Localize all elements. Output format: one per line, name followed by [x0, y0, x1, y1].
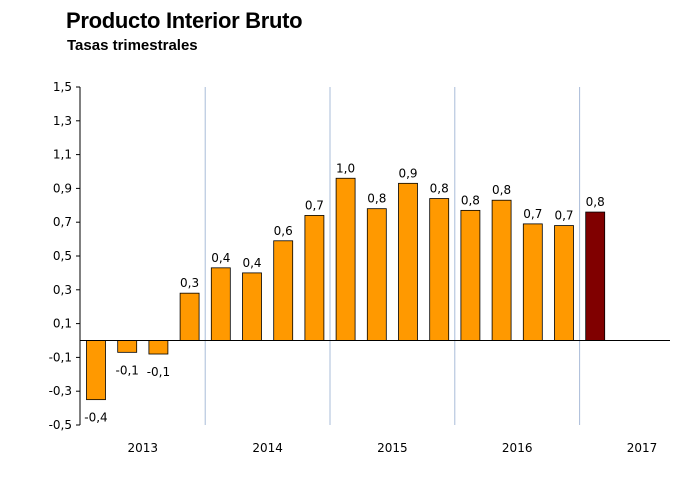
- bar: [554, 225, 574, 341]
- data-label: 0,3: [180, 276, 199, 290]
- y-tick-label: 1,5: [53, 80, 72, 94]
- data-label: 0,4: [242, 256, 261, 270]
- bar: [304, 215, 325, 341]
- y-tick-label: -0,5: [49, 418, 72, 432]
- data-label: 0,7: [554, 209, 573, 223]
- data-label: 0,8: [430, 182, 449, 196]
- data-labels: -0,4 -0,1 -0,1 0,3 0,4 0,4 0,6 0,7 1,0 0,8 0,9 0,8 0…: [84, 161, 604, 424]
- chart-title: Producto Interior Bruto: [66, 8, 303, 33]
- year-label: 2013: [128, 441, 159, 455]
- bar: [366, 208, 387, 341]
- bar: [273, 240, 294, 341]
- bar: [179, 292, 200, 341]
- data-label: 0,8: [367, 192, 386, 206]
- bar: [460, 209, 481, 341]
- bar: [335, 177, 356, 341]
- bar: [522, 223, 543, 341]
- bar: [429, 198, 450, 341]
- bar: [117, 340, 138, 353]
- year-label: 2017: [627, 441, 658, 455]
- data-label: 0,8: [492, 183, 511, 197]
- data-label: 0,4: [211, 251, 230, 265]
- y-tick-label: 0,9: [53, 181, 72, 195]
- data-label: 0,9: [398, 166, 417, 180]
- data-label: 1,0: [336, 161, 355, 175]
- y-tick-label: -0,1: [49, 350, 72, 364]
- data-label: 0,7: [305, 198, 324, 212]
- x-axis-years: 2013 2014 2015 2016 2017: [128, 441, 658, 455]
- y-tick-label: 1,3: [53, 114, 72, 128]
- year-label: 2016: [502, 441, 533, 455]
- bar: [398, 182, 418, 341]
- data-label: 0,8: [461, 193, 480, 207]
- data-label: 0,8: [586, 195, 605, 209]
- chart-subtitle: Tasas trimestrales: [67, 37, 198, 54]
- year-label: 2015: [377, 441, 408, 455]
- year-separators: [204, 87, 581, 425]
- bar: [491, 199, 512, 341]
- data-label: -0,1: [115, 363, 138, 377]
- y-axis-ticks: 1,5 1,3 1,1 0,9 0,7 0,5 0,3 0,1 -0,1 -0,3 -0,5: [49, 80, 80, 432]
- y-tick-label: 1,1: [53, 148, 72, 162]
- y-tick-label: 0,5: [53, 249, 72, 263]
- bar: [86, 340, 106, 401]
- data-label: -0,4: [84, 411, 107, 425]
- year-label: 2014: [252, 441, 283, 455]
- bar: [585, 211, 606, 341]
- data-label: 0,7: [523, 207, 542, 221]
- y-tick-label: 0,7: [53, 215, 72, 229]
- y-tick-label: 0,3: [53, 283, 72, 297]
- bars: [86, 177, 606, 401]
- bar: [242, 272, 262, 341]
- data-label: -0,1: [147, 365, 170, 379]
- y-tick-label: 0,1: [53, 317, 72, 331]
- y-tick-label: -0,3: [49, 384, 72, 398]
- data-label: 0,6: [274, 224, 293, 238]
- bar: [148, 340, 169, 355]
- bar: [210, 267, 231, 341]
